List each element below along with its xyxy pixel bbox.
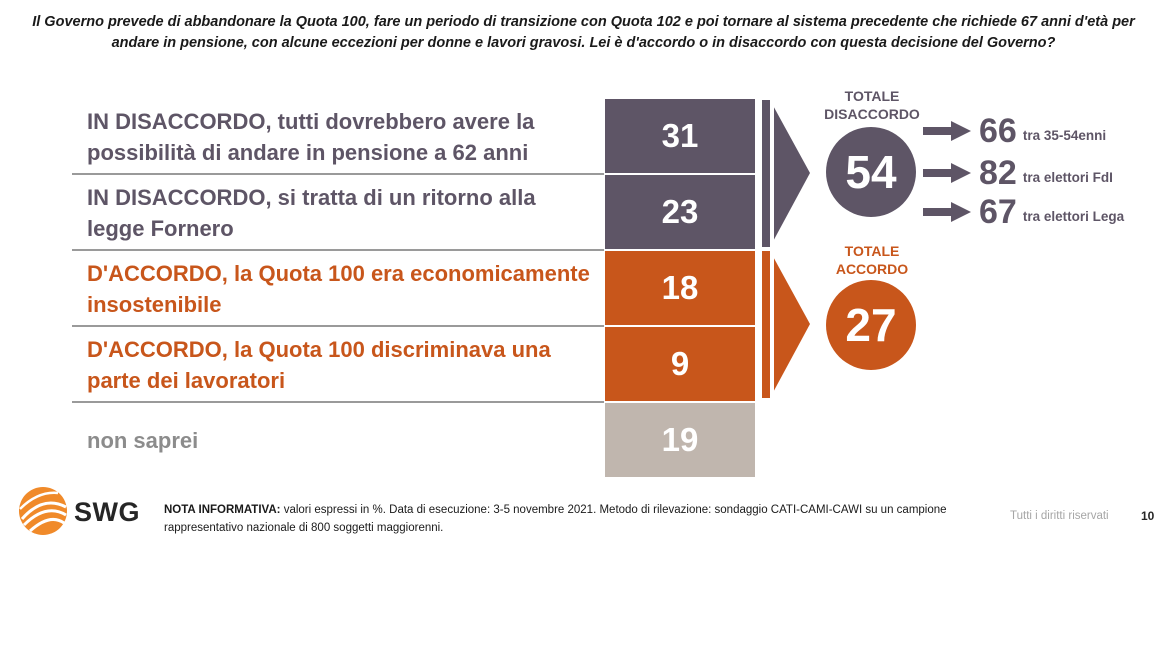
breakdown-label: tra 35-54enni [1022,127,1107,143]
category-label: IN DISACCORDO, si tratta di un ritorno a… [87,184,536,241]
footnote-text: valori espressi in %. Data di esecuzione… [164,504,947,534]
swg-logo [19,487,67,535]
page-number: 10 [1141,509,1155,523]
row-divider [72,249,604,251]
value-bar: 23 [605,175,755,249]
category-row: D'ACCORDO, la Quota 100 era economicamen… [72,251,604,326]
category-label: D'ACCORDO, la Quota 100 era economicamen… [87,260,590,317]
right-arrow-icon [923,163,971,183]
category-label: non saprei [87,428,199,453]
footnote: NOTA INFORMATIVA: valori espressi in %. … [164,501,954,537]
total-accordo-label: TOTALE ACCORDO [835,243,909,277]
right-arrow-icon [923,121,971,141]
breakdown-label: tra elettori FdI [1022,169,1113,185]
right-arrow-icon [923,202,971,222]
footnote-title: NOTA INFORMATIVA: [164,504,281,516]
disaccordo-bracket-arrow [762,100,810,247]
category-label: D'ACCORDO, la Quota 100 discriminava una… [87,336,551,393]
breakdown-value: 82 [979,153,1017,192]
row-divider [72,325,604,327]
row-divider [72,173,604,175]
breakdown-item: 67 tra elettori Lega [923,192,1125,231]
category-label: IN DISACCORDO, tutti dovrebbero avere la… [87,108,535,165]
category-row: non saprei [72,403,604,478]
breakdown-item: 66 tra 35-54enni [923,111,1107,150]
survey-question: Il Governo prevede di abbandonare la Quo… [32,14,1135,51]
bracket-inner-gap-bottom [770,251,774,398]
category-row: IN DISACCORDO, si tratta di un ritorno a… [72,175,604,250]
value-bar: 19 [605,403,755,477]
bracket-inner-gap-top [770,100,774,247]
copyright-text: Tutti i diritti riservati [1010,510,1109,522]
category-row: D'ACCORDO, la Quota 100 discriminava una… [72,327,604,402]
row-divider [72,401,604,403]
value-bar: 18 [605,251,755,325]
total-disaccordo-circle: 54 [826,127,916,217]
breakdown-label: tra elettori Lega [1022,208,1125,224]
breakdown-value: 66 [979,111,1017,150]
breakdown-value: 67 [979,192,1017,231]
value-bar: 9 [605,327,755,401]
category-row: IN DISACCORDO, tutti dovrebbero avere la… [72,99,604,174]
total-disaccordo-label: TOTALE DISACCORDO [824,88,920,122]
total-accordo-circle: 27 [826,280,916,370]
value-bar: 31 [605,99,755,173]
accordo-bracket-arrow [762,251,810,398]
breakdown-item: 82 tra elettori FdI [923,153,1113,192]
swg-logo-text: SWG [74,497,140,527]
